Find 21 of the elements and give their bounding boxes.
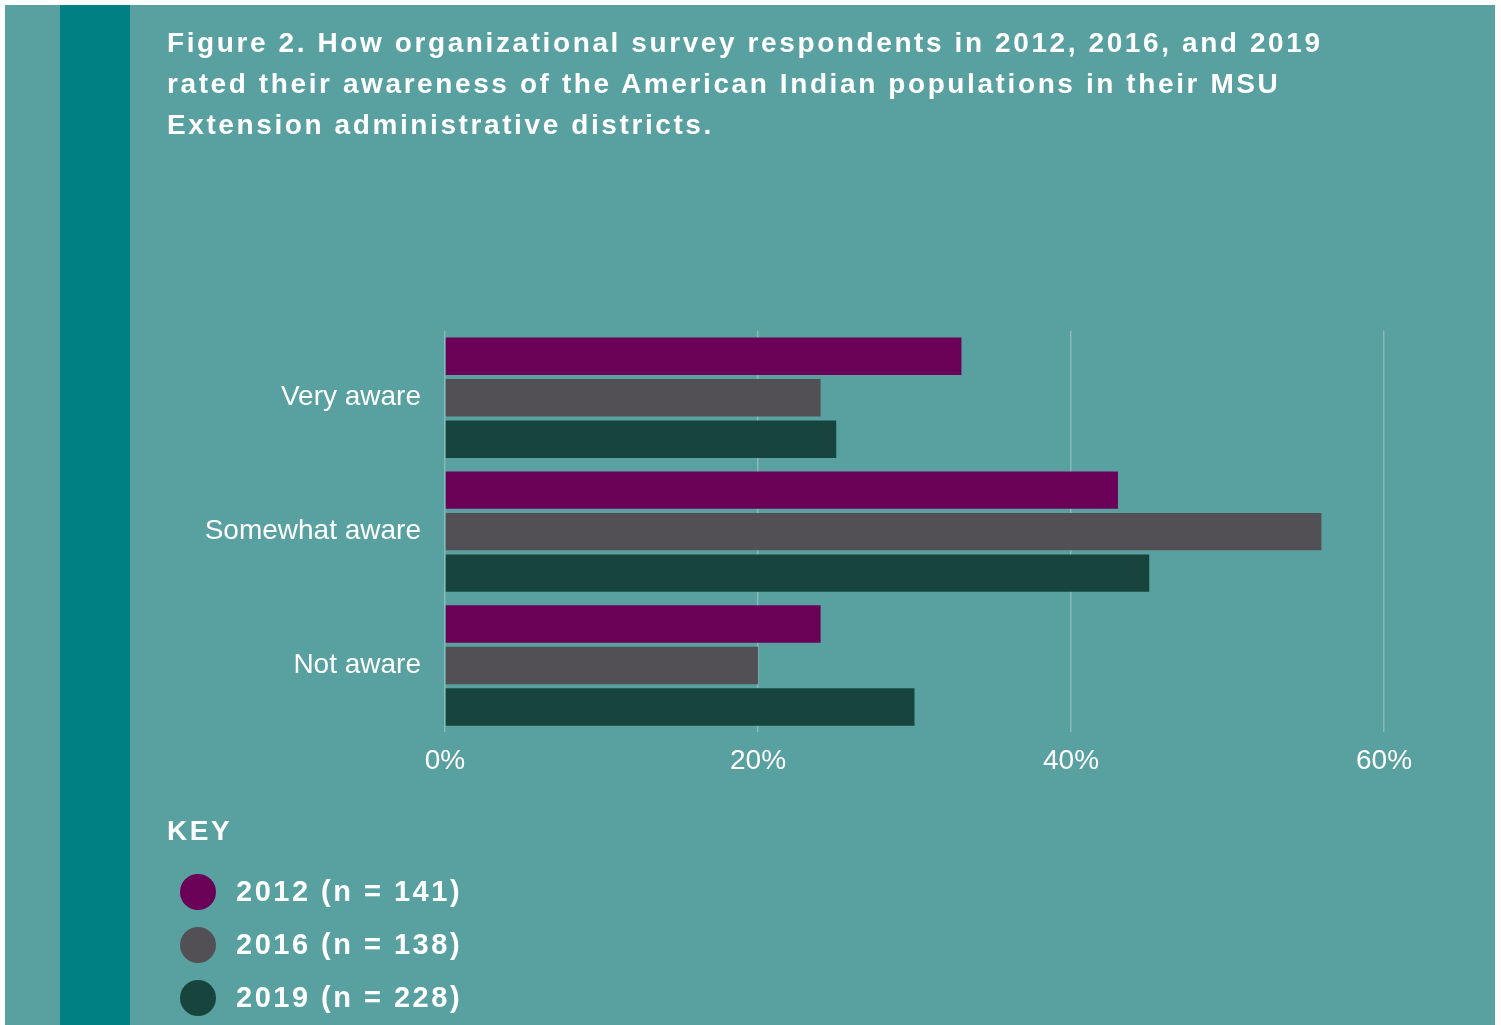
bar xyxy=(445,337,962,375)
bar xyxy=(445,688,915,726)
x-tick-label: 40% xyxy=(1042,743,1100,775)
chart-title: Figure 2. How organizational survey respondents in 2012, 2016, and 2019 rated their awareness of the American Indian populations in their MSU Extension administrative districts. xyxy=(167,26,1324,142)
legend-label: 2016 (n = 138) xyxy=(236,928,463,961)
y-tick-label: Somewhat aware xyxy=(204,514,421,546)
legend-title: KEY xyxy=(167,815,234,847)
legend-label: 2012 (n = 141) xyxy=(236,875,463,908)
bar xyxy=(445,471,1118,509)
bar xyxy=(445,646,758,685)
bar xyxy=(445,512,1322,551)
bar xyxy=(445,379,821,417)
x-tick-label: 20% xyxy=(729,743,787,775)
x-tick-label: 60% xyxy=(1355,743,1413,775)
x-tick-label: 0% xyxy=(424,743,466,775)
bar xyxy=(445,554,1150,592)
y-tick-label: Very aware xyxy=(280,380,421,412)
bar xyxy=(445,605,821,643)
bar xyxy=(445,420,837,458)
y-tick-label: Not aware xyxy=(293,648,421,680)
legend-label: 2019 (n = 228) xyxy=(236,981,463,1014)
